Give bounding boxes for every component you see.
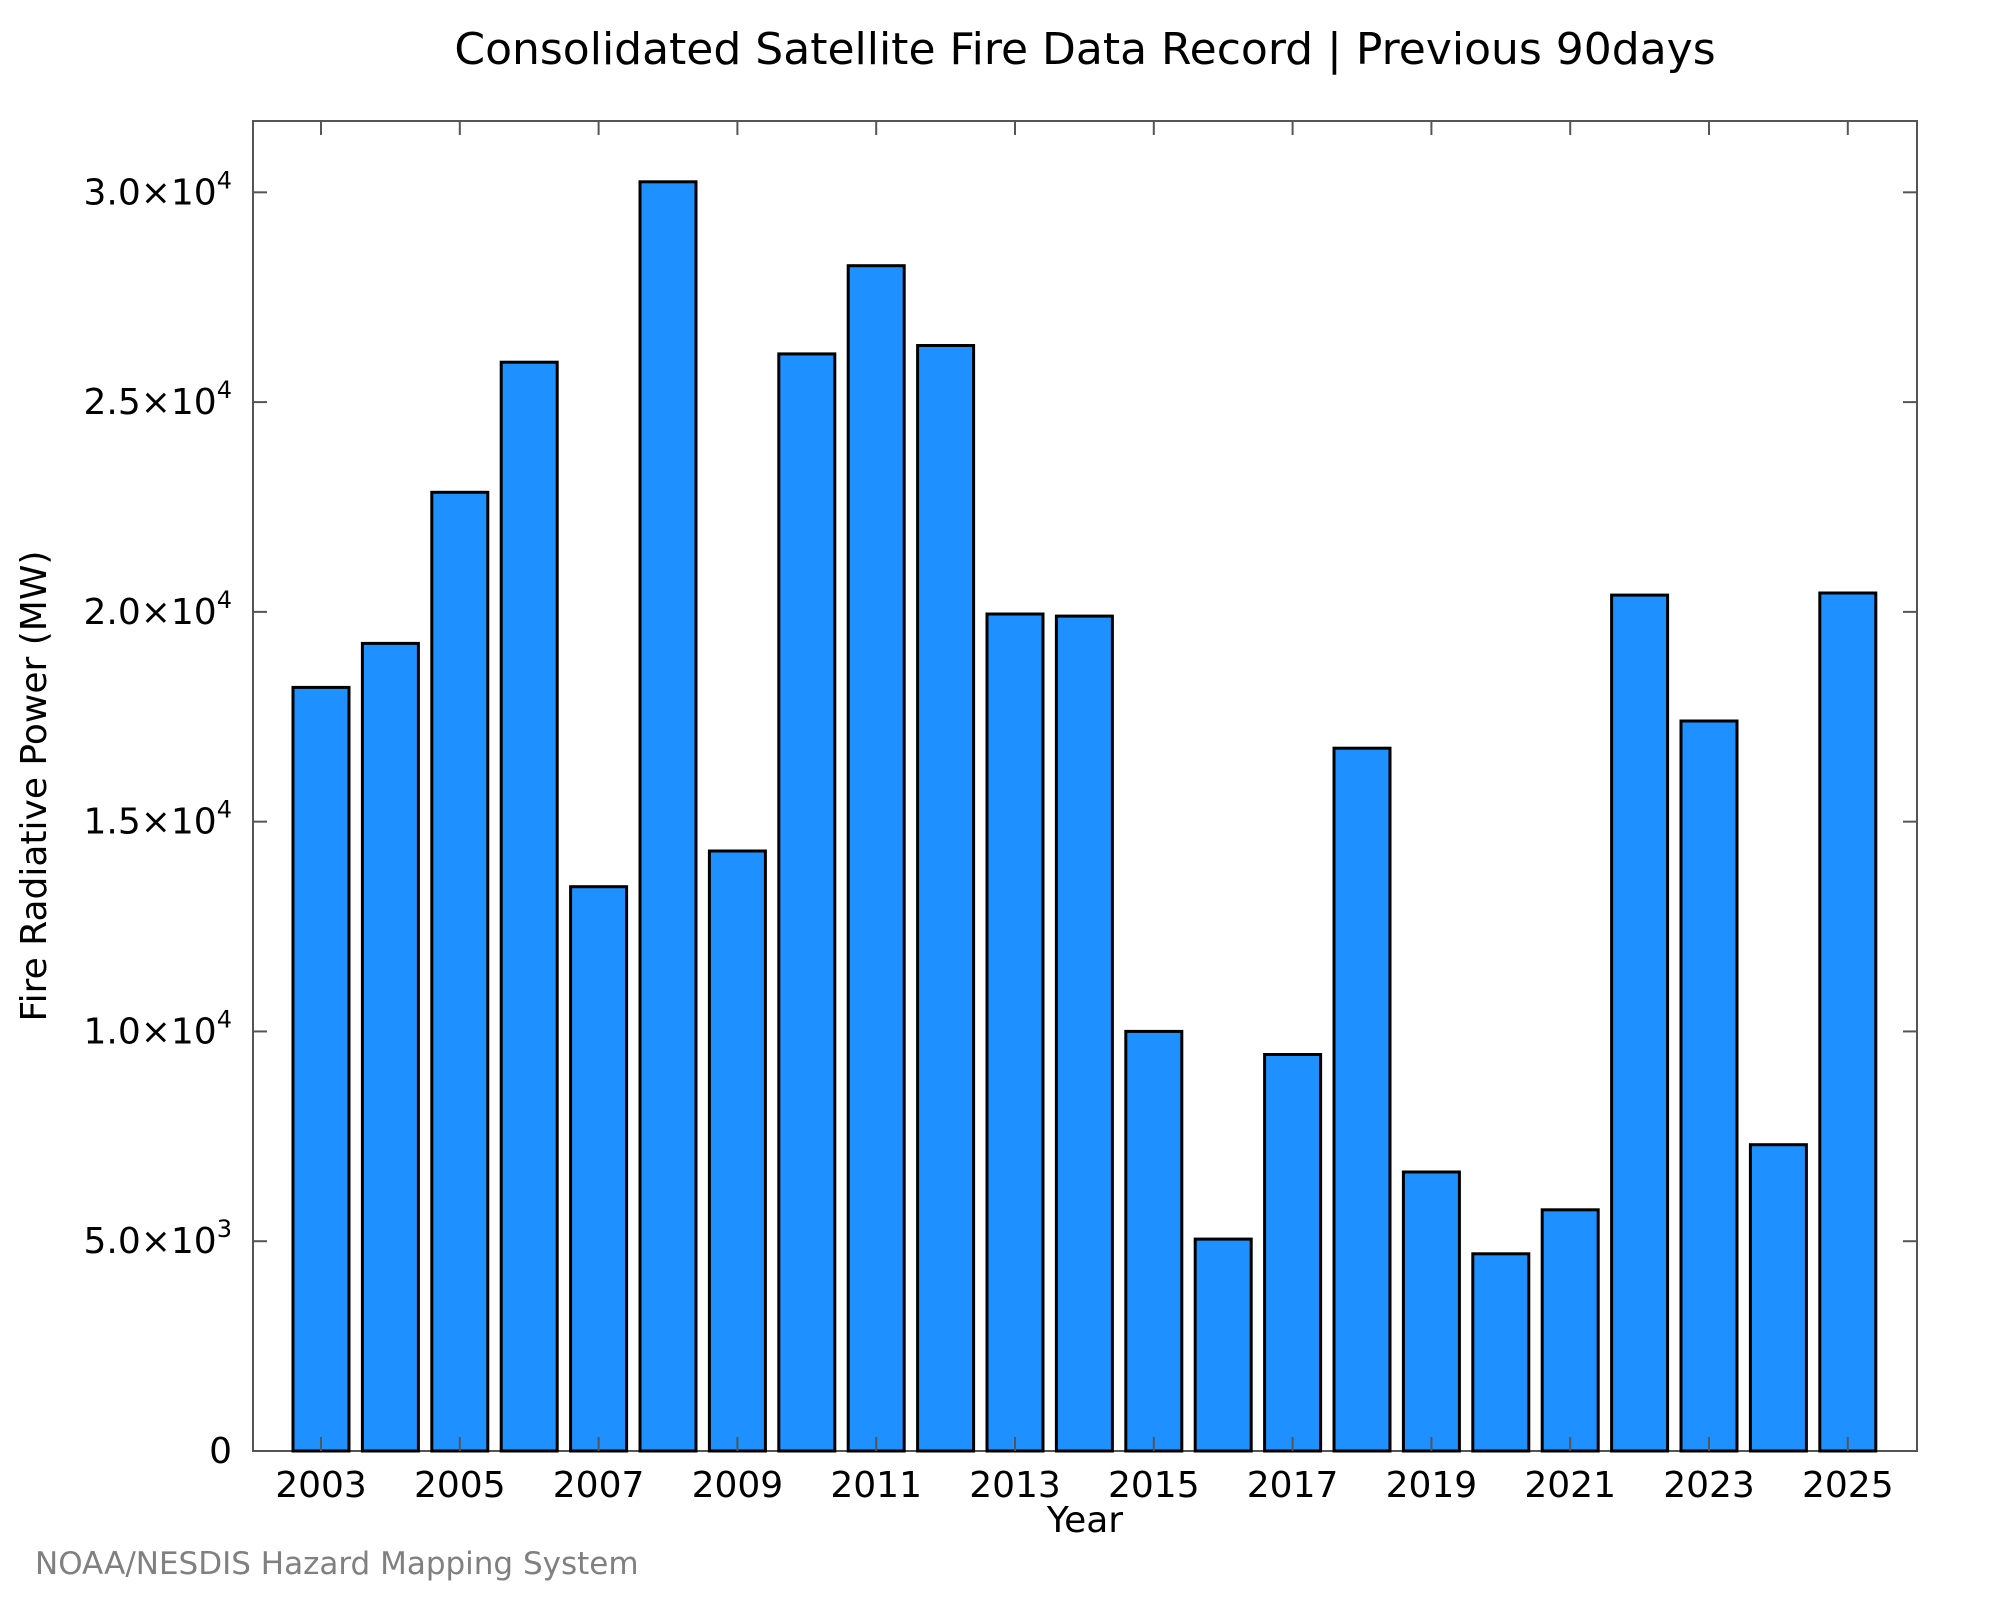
x-tick-label-2011: 2011	[830, 1465, 922, 1506]
bar-2008	[638, 180, 698, 1453]
bar-2007	[569, 885, 629, 1453]
x-tick-label-2007: 2007	[553, 1465, 645, 1506]
x-tick-label-2023: 2023	[1663, 1465, 1755, 1506]
bar-2021	[1540, 1208, 1600, 1453]
y-tick-label-25000: 2.5×104	[83, 376, 232, 423]
bar-2010	[777, 352, 837, 1453]
y-tick-label-10000: 1.0×104	[83, 1005, 232, 1052]
bar-2022	[1610, 593, 1670, 1453]
y-tick-label-20000: 2.0×104	[83, 586, 232, 633]
bar-2024	[1748, 1143, 1808, 1453]
x-tick-label-2003: 2003	[275, 1465, 367, 1506]
bar-2003	[291, 685, 351, 1453]
y-axis-ticks: 0 5.0×103 1.0×104 1.5×104 2.0×104 2.5×104 3.0×…	[83, 166, 1917, 1472]
bar-2018	[1332, 746, 1392, 1453]
x-tick-label-2025: 2025	[1802, 1465, 1894, 1506]
x-axis-ticks: 2003 2005 2007 2009 2011 2013 2015 2017 2019 2021…	[275, 121, 1894, 1506]
bar-2025	[1818, 591, 1878, 1453]
y-tick-label-30000: 3.0×104	[83, 166, 232, 213]
bar-2015	[1124, 1029, 1184, 1453]
bar-2004	[360, 641, 420, 1453]
bar-2019	[1401, 1170, 1461, 1453]
source-credit: NOAA/NESDIS Hazard Mapping System	[35, 1546, 639, 1582]
bar-2017	[1263, 1053, 1323, 1453]
bar-2020	[1471, 1252, 1531, 1453]
bars-group	[291, 180, 1878, 1453]
x-tick-label-2021: 2021	[1524, 1465, 1616, 1506]
bar-2006	[499, 360, 559, 1453]
x-tick-label-2009: 2009	[692, 1465, 784, 1506]
y-axis-label: Fire Radiative Power (MW)	[14, 551, 55, 1022]
x-tick-label-2017: 2017	[1247, 1465, 1339, 1506]
y-tick-label-0: 0	[209, 1431, 232, 1472]
chart-title: Consolidated Satellite Fire Data Record …	[454, 24, 1715, 75]
bar-2014	[1054, 614, 1114, 1453]
x-tick-label-2005: 2005	[414, 1465, 506, 1506]
bar-2016	[1193, 1237, 1253, 1453]
x-axis-label: Year	[1046, 1500, 1123, 1541]
y-tick-label-5000: 5.0×103	[83, 1215, 232, 1262]
y-tick-label-15000: 1.5×104	[83, 796, 232, 843]
bar-2013	[985, 612, 1045, 1453]
bar-2012	[916, 344, 976, 1453]
bar-2005	[430, 490, 490, 1453]
x-tick-label-2019: 2019	[1386, 1465, 1478, 1506]
x-tick-label-2013: 2013	[969, 1465, 1061, 1506]
bar-2023	[1679, 719, 1739, 1453]
bar-2011	[846, 264, 906, 1453]
bar-2009	[707, 849, 767, 1453]
x-tick-label-2015: 2015	[1108, 1465, 1200, 1506]
